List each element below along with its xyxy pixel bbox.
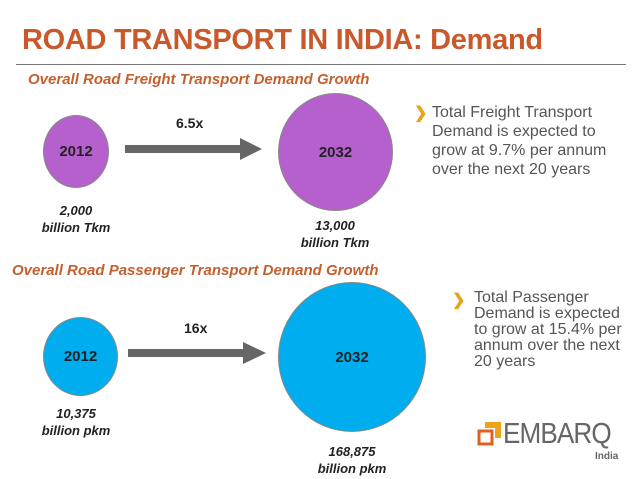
passenger-start-year: 2012 [63,348,98,365]
freight-start-value: 2,000 billion Tkm [16,202,136,236]
passenger-2032-circle: 2032 [278,282,426,432]
passenger-start-value: 10,375 billion pkm [16,405,136,439]
freight-arrow-icon [125,138,262,160]
unit: billion Tkm [300,235,370,250]
embarq-logo-icon [477,422,501,446]
chevron-right-icon: ❯ [414,105,428,122]
passenger-bullet: Total Passenger Demand is expected to gr… [474,289,622,370]
freight-2032-circle: 2032 [278,93,393,211]
passenger-end-value: 168,875 billion pkm [292,443,412,477]
freight-2012-circle: 2012 [43,115,109,188]
embarq-logo-text: EMBARQ [503,418,612,450]
freight-multiplier: 6.5x [176,115,204,131]
embarq-logo: EMBARQ India [477,418,627,465]
passenger-2012-circle: 2012 [43,317,118,396]
freight-bullet: Total Freight Transport Demand is expect… [432,104,607,178]
freight-end-value: 13,000 billion Tkm [275,217,395,251]
freight-end-year: 2032 [318,143,353,161]
embarq-logo-sub: India [595,451,619,462]
value: 168,875 [328,444,376,459]
passenger-end-year: 2032 [335,348,369,366]
passenger-multiplier: 16x [184,320,208,336]
freight-heading: Overall Road Freight Transport Demand Gr… [28,71,370,88]
chevron-right-icon: ❯ [452,292,466,309]
unit: billion pkm [41,423,111,438]
passenger-arrow-icon [128,342,266,364]
passenger-heading: Overall Road Passenger Transport Demand … [12,262,379,279]
page-title: ROAD TRANSPORT IN INDIA: Demand [22,24,543,56]
title-divider [16,64,626,65]
value: 2,000 [59,203,93,218]
value: 10,375 [56,406,96,421]
freight-start-year: 2012 [59,143,93,160]
unit: billion Tkm [41,220,111,235]
value: 13,000 [315,218,355,233]
unit: billion pkm [317,461,387,476]
